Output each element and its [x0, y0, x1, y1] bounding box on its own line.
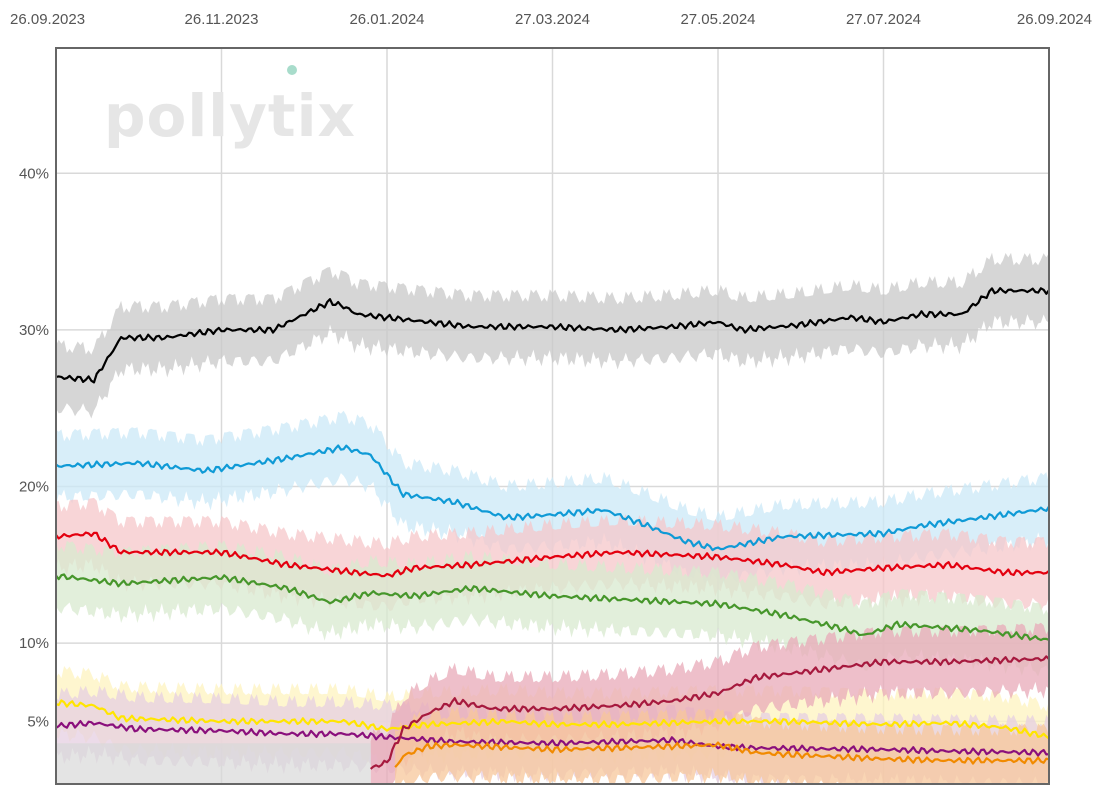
series-line: [55, 287, 1050, 384]
watermark-text: pollytix: [104, 82, 356, 150]
y-axis-tick-labels: 5% 10% 20% 30% 40%: [19, 165, 49, 730]
series-line: [394, 741, 1050, 768]
series-line: [55, 444, 1050, 552]
x-tick-label: 26.01.2024: [349, 11, 424, 28]
series-band: [56, 252, 1049, 419]
y-tick-label: 30%: [19, 322, 49, 339]
y-tick-label: 20%: [19, 478, 49, 495]
y-tick-label: 10%: [19, 635, 49, 652]
plot-frame: [55, 47, 1050, 785]
x-tick-label: 26.09.2024: [1017, 11, 1092, 28]
x-axis-tick-labels: 26.09.2023 26.11.2023 26.01.2024 27.03.2024…: [10, 11, 1092, 28]
series-band: [56, 539, 1049, 677]
x-tick-label: 27.03.2024: [515, 11, 590, 28]
x-tick-label: 26.11.2023: [185, 11, 259, 28]
series-line: [369, 655, 1050, 770]
x-tick-label: 27.05.2024: [680, 11, 755, 28]
y-tick-label: 40%: [19, 165, 49, 182]
series-line: [55, 720, 1050, 757]
series-line: [55, 531, 1050, 578]
series-lines: [55, 287, 1050, 770]
x-tick-label: 27.07.2024: [846, 11, 921, 28]
x-tick-label: 26.09.2023: [10, 11, 85, 28]
series-line: [55, 699, 1050, 740]
watermark-dot: [287, 65, 297, 75]
series-line: [55, 573, 1050, 642]
baseline-shade: [57, 743, 371, 784]
y-tick-label: 5%: [27, 713, 49, 730]
pollytix-watermark: pollytix: [104, 65, 356, 150]
